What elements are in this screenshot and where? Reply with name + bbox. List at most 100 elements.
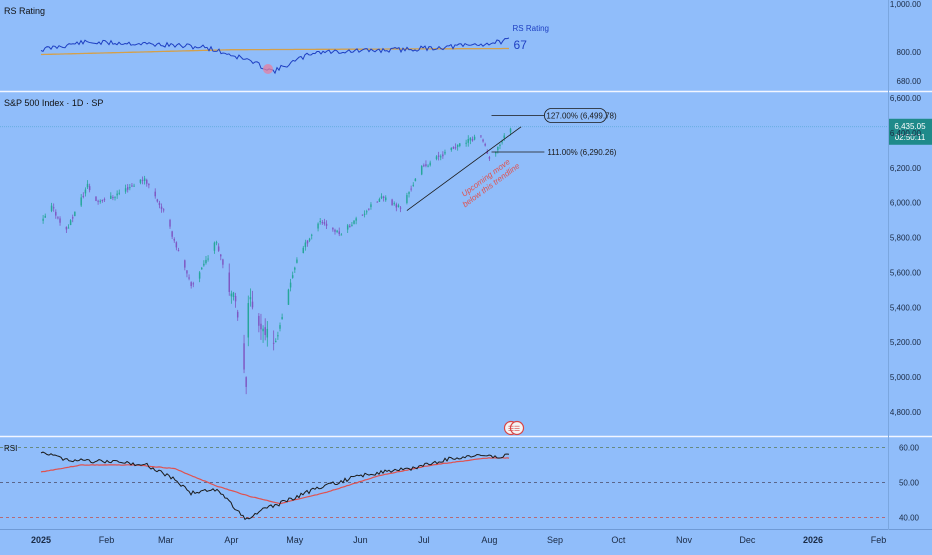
price-candle — [131, 183, 133, 188]
price-candle — [74, 211, 76, 217]
candle-body — [141, 179, 144, 181]
candle-body — [289, 282, 292, 288]
price-candle — [296, 257, 298, 264]
candle-body — [501, 141, 503, 143]
price-candle — [201, 266, 203, 270]
price-candle — [57, 216, 59, 220]
price-candle — [205, 256, 207, 265]
price-candle — [408, 191, 410, 198]
candle-body — [160, 206, 163, 210]
price-candle — [236, 309, 239, 321]
price-candle — [110, 192, 112, 200]
price-candle — [279, 322, 281, 332]
candle-body — [247, 303, 250, 338]
price-candle — [52, 203, 55, 212]
price-candle — [399, 206, 402, 213]
candle-body — [494, 151, 497, 154]
price-panel-title: S&P 500 Index · 1D · SP — [4, 98, 103, 108]
candle-body — [473, 136, 476, 140]
price-candle — [50, 202, 53, 213]
candle-body — [503, 135, 505, 139]
candle-body — [423, 165, 425, 167]
price-candle — [262, 325, 264, 343]
svg-text:☰: ☰ — [514, 426, 520, 433]
candle-body — [258, 315, 260, 326]
candle-body — [391, 199, 393, 206]
candle-body — [82, 195, 85, 197]
price-candle — [427, 164, 429, 168]
candle-body — [262, 328, 264, 332]
candle-body — [440, 156, 442, 158]
candle-body — [414, 178, 417, 182]
event-flag-icon[interactable]: ☰ ☰ — [503, 420, 525, 436]
candle-body — [351, 224, 353, 226]
price-candle — [213, 241, 216, 254]
candle-body — [399, 207, 402, 209]
price-axis-tick-label: 5,200.00 — [890, 338, 922, 347]
candle-body — [156, 199, 159, 202]
candle-body — [207, 258, 209, 260]
candle-body — [162, 209, 165, 211]
price-candle — [82, 192, 85, 199]
candle-body — [272, 342, 275, 344]
price-candle — [488, 155, 491, 161]
candle-body — [509, 128, 512, 133]
price-candle — [88, 183, 91, 193]
candle-body — [175, 242, 178, 248]
price-candle — [42, 214, 44, 224]
candle-body — [370, 204, 372, 208]
price-candle — [385, 195, 387, 202]
candle-body — [275, 340, 277, 343]
candle-body — [245, 377, 247, 387]
price-candle — [124, 184, 127, 194]
candle-body — [88, 186, 91, 191]
last-price-tag — [889, 118, 932, 145]
price-candle — [414, 178, 417, 182]
candle-body — [279, 325, 281, 329]
price-candle — [264, 318, 266, 341]
price-candle — [334, 228, 336, 235]
candle-body — [385, 197, 387, 201]
time-axis-label: Mar — [158, 535, 174, 545]
price-candle — [306, 240, 309, 247]
candle-body — [469, 137, 472, 141]
candle-body — [323, 222, 326, 224]
candle-body — [319, 221, 321, 223]
time-axis-label: Feb — [871, 535, 887, 545]
rsi-panel-title: RSI — [4, 444, 17, 453]
candle-body — [84, 189, 87, 194]
candle-body — [205, 259, 207, 264]
candle-body — [146, 179, 148, 184]
candle-body — [410, 188, 412, 190]
price-candle — [146, 178, 148, 187]
candle-body — [57, 217, 59, 219]
price-candle — [203, 260, 205, 267]
price-candle — [317, 222, 319, 232]
candle-body — [114, 196, 116, 198]
price-candle — [230, 290, 233, 304]
candle-body — [382, 196, 385, 198]
rs-low-marker — [263, 64, 273, 74]
price-candle — [467, 135, 469, 147]
price-candle — [304, 239, 307, 251]
candle-body — [465, 142, 467, 144]
candle-body — [480, 135, 482, 137]
price-candle — [294, 266, 296, 273]
price-candle — [55, 209, 57, 219]
price-candle — [365, 209, 368, 215]
candle-body — [201, 267, 203, 270]
candle-body — [99, 200, 101, 202]
candle-body — [336, 230, 338, 232]
candle-body — [148, 184, 150, 186]
price-candle — [97, 199, 99, 205]
candle-body — [368, 208, 370, 210]
price-candle — [139, 179, 142, 185]
candle-body — [192, 283, 195, 285]
candle-body — [139, 179, 142, 183]
price-candle — [275, 338, 277, 343]
candle-body — [65, 226, 68, 230]
price-candle — [266, 321, 269, 347]
price-candle — [217, 243, 220, 252]
candle-body — [334, 229, 336, 232]
price-candle — [319, 218, 321, 225]
